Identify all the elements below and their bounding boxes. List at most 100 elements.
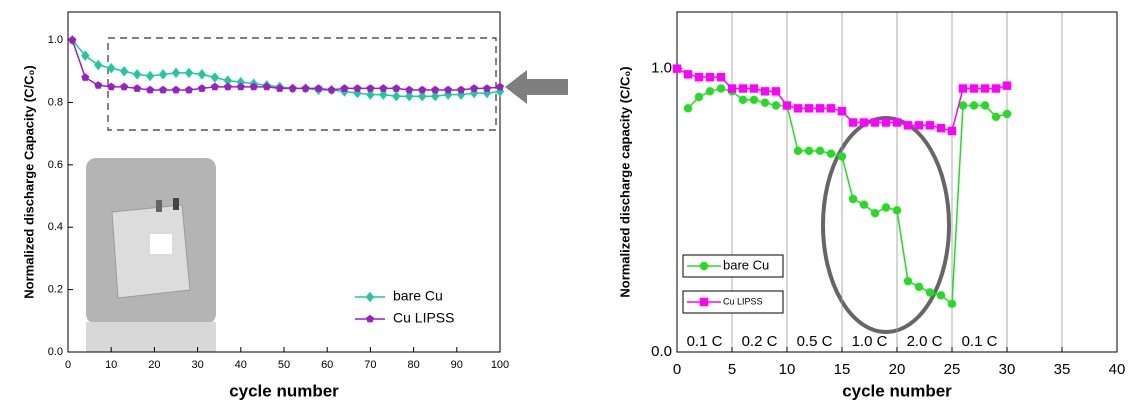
point <box>947 126 957 136</box>
point <box>405 91 414 102</box>
x-tick-label: 70 <box>364 359 376 371</box>
plot-frame <box>676 11 1118 353</box>
point <box>991 112 1001 122</box>
point <box>133 84 142 92</box>
rate-label: 1.0 C <box>852 333 888 350</box>
point <box>815 104 825 113</box>
point <box>727 84 737 93</box>
point <box>223 82 232 91</box>
x-tick-label: 25 <box>944 361 961 378</box>
point <box>969 101 979 110</box>
x-tick-label: 50 <box>278 359 290 371</box>
point <box>881 118 891 127</box>
point <box>738 95 748 105</box>
point <box>815 146 825 156</box>
point <box>782 101 792 110</box>
point <box>848 194 858 204</box>
point <box>275 84 284 92</box>
point <box>94 81 103 89</box>
x-tick-label: 10 <box>779 361 796 378</box>
x-tick-label: 0 <box>673 361 681 378</box>
point <box>936 291 946 300</box>
point <box>431 91 440 102</box>
point <box>301 84 310 92</box>
point <box>236 82 245 91</box>
point <box>881 203 891 212</box>
legend-marker <box>699 297 709 307</box>
point <box>483 84 492 92</box>
legend-label: Cu LIPSS <box>393 310 454 326</box>
legend-marker <box>365 291 375 303</box>
y-tick-label: 0.4 <box>48 221 63 233</box>
point <box>804 146 814 156</box>
x-tick-label: 0 <box>65 359 71 371</box>
point <box>444 85 453 94</box>
point <box>314 84 323 92</box>
point <box>197 69 207 80</box>
arrow <box>505 70 568 104</box>
x-tick-label: 35 <box>1054 361 1071 378</box>
x-tick-label: 80 <box>407 359 419 371</box>
point <box>925 121 935 130</box>
point <box>418 91 427 102</box>
point <box>172 85 180 94</box>
point <box>1002 81 1012 90</box>
point <box>980 101 990 110</box>
point <box>146 85 155 94</box>
point <box>705 87 715 96</box>
point <box>980 84 990 93</box>
point <box>184 67 194 79</box>
y-axis-title: Normalized discharge Capacity (C/C₀) <box>21 65 36 298</box>
x-axis-title: cycle number <box>842 381 952 400</box>
point <box>158 69 168 80</box>
point <box>892 118 902 127</box>
point <box>249 82 258 91</box>
legend-box <box>682 290 784 314</box>
x-tick-label: 40 <box>1109 361 1126 378</box>
legend-label: bare Cu <box>393 288 443 304</box>
x-axis-title: cycle number <box>229 381 339 400</box>
point <box>418 85 427 94</box>
plot-frame <box>67 11 501 353</box>
point <box>457 85 466 94</box>
point <box>184 85 193 94</box>
point <box>870 208 880 218</box>
point <box>145 70 155 82</box>
point <box>705 72 715 82</box>
rate-label: 0.1 C <box>687 333 723 350</box>
point <box>223 75 233 86</box>
point <box>366 84 375 92</box>
point <box>353 84 362 92</box>
point <box>68 35 77 44</box>
point <box>81 50 90 61</box>
x-tick-label: 20 <box>889 361 906 378</box>
point <box>262 82 271 91</box>
point <box>925 288 935 297</box>
point <box>771 87 781 96</box>
rate-label: 0.2 C <box>742 333 778 350</box>
y-tick-label: 0.8 <box>48 96 63 108</box>
point <box>210 72 220 83</box>
point <box>392 84 401 92</box>
legend-box <box>682 254 784 278</box>
point <box>366 89 375 100</box>
rate-label: 0.1 C <box>962 333 998 350</box>
point <box>119 66 129 77</box>
point <box>120 82 129 91</box>
x-tick-label: 40 <box>235 359 247 371</box>
point <box>826 104 836 113</box>
point <box>159 85 168 94</box>
y-tick-label: 0.6 <box>48 159 63 171</box>
point <box>210 82 219 91</box>
point <box>470 84 479 92</box>
point <box>958 101 968 110</box>
point <box>405 85 414 94</box>
point <box>793 146 803 156</box>
legend-marker <box>366 314 374 323</box>
x-tick-label: 5 <box>728 361 736 378</box>
point <box>958 84 968 93</box>
point <box>936 123 946 133</box>
point <box>760 98 770 107</box>
x-tick-label: 100 <box>491 359 509 371</box>
